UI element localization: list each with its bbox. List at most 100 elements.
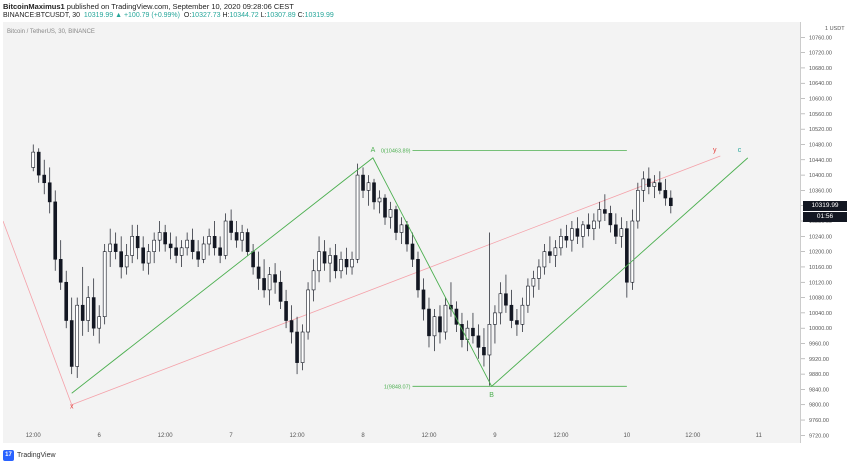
- candle-body: [47, 182, 52, 203]
- price-axis[interactable]: 10760.00 10720.00 10680.00 10640.00 10600.00…: [800, 22, 850, 443]
- close-label: C:: [297, 12, 305, 19]
- candle-body: [372, 182, 376, 203]
- candle-body: [586, 224, 591, 229]
- candle-body: [146, 251, 151, 264]
- candle-body: [86, 297, 91, 321]
- candle-body: [383, 197, 387, 218]
- candle-body: [135, 236, 140, 249]
- author-name[interactable]: BitcoinMaximus1: [3, 2, 65, 11]
- candle-body: [141, 247, 145, 264]
- wave-label: B: [489, 392, 494, 399]
- candle-body: [493, 312, 497, 325]
- candle-body: [300, 331, 305, 363]
- candle-body: [421, 289, 426, 310]
- candle-body: [163, 232, 167, 245]
- y-tick-label: 10360.00: [809, 188, 832, 194]
- candle-body: [36, 151, 41, 176]
- candle-body: [361, 174, 365, 191]
- time-axis-svg[interactable]: 12:00 6 12:00 7 12:00 8 12:00 9 12:00 10 12:00 11: [3, 421, 800, 443]
- candle-body: [278, 281, 283, 302]
- published-text: published on TradingView.com, September …: [66, 2, 294, 11]
- candle-body: [553, 247, 558, 256]
- wave-label: x: [70, 404, 74, 411]
- candle-body: [658, 182, 662, 191]
- chart-header: BitcoinMaximus1 published on TradingView…: [0, 0, 850, 22]
- candle-body: [344, 258, 349, 268]
- candle-body: [377, 197, 382, 203]
- candle-body: [432, 316, 437, 337]
- candle-body: [427, 308, 431, 337]
- candle-body: [80, 304, 85, 321]
- candle-body: [69, 320, 74, 367]
- high-value: 10344.72: [229, 12, 259, 19]
- low-label: L:: [260, 12, 267, 19]
- candle-body: [498, 293, 503, 314]
- low-value: 10307.89: [266, 12, 296, 19]
- candle-body: [394, 209, 398, 233]
- candle-body: [201, 243, 206, 260]
- candle-body: [108, 243, 112, 252]
- candle-body: [366, 182, 371, 191]
- candle-body: [157, 232, 162, 241]
- candle-body: [542, 251, 547, 268]
- candle-body: [575, 228, 580, 237]
- candle-body: [388, 209, 393, 218]
- footer: 17 TradingView: [3, 448, 56, 462]
- candle-body: [339, 258, 343, 272]
- candle-body: [520, 304, 525, 325]
- candle-body: [636, 190, 640, 222]
- candle-body: [58, 258, 63, 283]
- x-tick-label: 11: [756, 433, 763, 439]
- candle-body: [273, 274, 277, 283]
- candle-body: [526, 285, 530, 306]
- y-tick-label: 10200.00: [809, 250, 832, 256]
- candle-body: [625, 228, 629, 283]
- candle-body: [190, 239, 195, 252]
- x-tick-label: 12:00: [421, 433, 437, 439]
- candle-body: [663, 190, 668, 199]
- candle-body: [531, 278, 536, 287]
- candle-body: [185, 239, 189, 249]
- candle-body: [482, 347, 486, 356]
- y-tick-label: 9880.00: [809, 372, 829, 378]
- chart-svg[interactable]: Bitcoin / TetherUS, 30, BINANCE 0(10463.…: [2, 22, 800, 443]
- y-tick-label: 10240.00: [809, 234, 832, 240]
- candle-body: [251, 251, 255, 268]
- candle-body: [630, 220, 635, 283]
- candle-body: [564, 236, 569, 241]
- y-tick-label: 9720.00: [809, 433, 829, 439]
- countdown-tag: 01:56: [803, 211, 847, 222]
- chart-plot-area[interactable]: Bitcoin / TetherUS, 30, BINANCE 0(10463.…: [2, 22, 800, 443]
- candle-body: [317, 251, 321, 272]
- x-tick-label: 12:00: [553, 433, 569, 439]
- candle-body: [168, 243, 173, 249]
- last-price: 10319.99: [83, 12, 114, 19]
- x-tick-label: 12:00: [685, 433, 701, 439]
- candle-body: [443, 304, 448, 333]
- candle-body: [295, 331, 299, 363]
- candle-body: [581, 224, 585, 237]
- candle-body: [223, 220, 228, 256]
- x-tick-label: 8: [361, 433, 365, 439]
- candle-body: [97, 316, 102, 329]
- candle-body: [669, 197, 673, 207]
- candle-body: [64, 281, 69, 321]
- ohlc-line: BINANCE:BTCUSDT, 30 10319.99 ▲ +100.79 (…: [3, 12, 334, 19]
- candle-body: [438, 316, 442, 333]
- candle-body: [592, 220, 596, 229]
- y-tick-label: 10160.00: [809, 265, 832, 271]
- candle-body: [559, 236, 563, 249]
- candle-body: [124, 255, 129, 268]
- symbol-label: BINANCE:BTCUSDT, 30: [3, 12, 81, 19]
- x-tick-label: 12:00: [26, 433, 42, 439]
- candle-body: [152, 239, 156, 252]
- y-tick-label: 10400.00: [809, 173, 832, 179]
- footer-brand[interactable]: TradingView: [17, 451, 56, 459]
- tradingview-logo-icon[interactable]: 17: [3, 449, 14, 461]
- time-axis[interactable]: 12:00 6 12:00 7 12:00 8 12:00 9 12:00 10 12:00 11: [3, 421, 800, 443]
- y-tick-label: 10640.00: [809, 81, 832, 87]
- y-tick-label: 10280.00: [809, 219, 832, 225]
- price-axis-svg[interactable]: 10760.00 10720.00 10680.00 10640.00 10600.00…: [801, 22, 850, 443]
- y-tick-label: 10760.00: [809, 35, 832, 41]
- x-tick-label: 6: [98, 433, 102, 439]
